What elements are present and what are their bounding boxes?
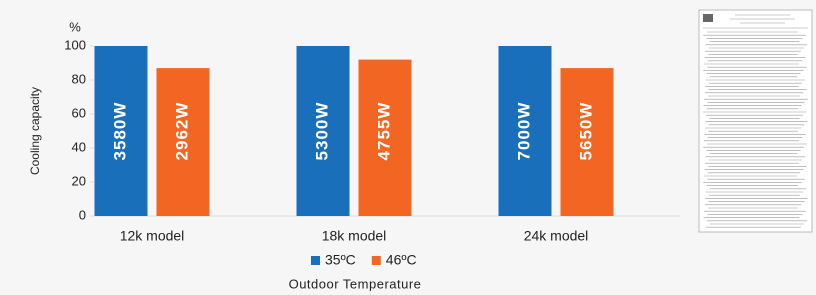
x-tick-label: 12k model — [120, 228, 185, 244]
x-tick-label: 24k model — [524, 228, 589, 244]
y-axis-title: Cooling capacity — [28, 87, 42, 175]
legend-swatch — [311, 256, 320, 265]
legend-label: 35ºC — [325, 252, 356, 268]
bar-label: 5650W — [576, 102, 595, 161]
y-tick-label: 60 — [72, 105, 86, 120]
y-tick-label: 40 — [72, 139, 86, 154]
x-axis-title: Outdoor Temperature — [289, 276, 422, 291]
y-tick-label: 0 — [79, 207, 86, 222]
bar-label: 2962W — [172, 102, 191, 161]
y-tick-label: 20 — [72, 173, 86, 188]
legend-swatch — [372, 256, 381, 265]
document-thumbnail — [699, 10, 812, 232]
bar-label: 4755W — [374, 102, 393, 161]
y-tick-label: 100 — [64, 37, 86, 52]
bar-label: 7000W — [514, 102, 533, 161]
x-tick-label: 18k model — [322, 228, 387, 244]
bar-label: 5300W — [312, 102, 331, 161]
y-unit: % — [69, 19, 81, 34]
chart: % Cooling capacity Outdoor Temperature 0… — [0, 0, 816, 295]
legend-label: 46ºC — [386, 252, 417, 268]
y-tick-label: 80 — [72, 71, 86, 86]
bar-label: 3580W — [110, 102, 129, 161]
